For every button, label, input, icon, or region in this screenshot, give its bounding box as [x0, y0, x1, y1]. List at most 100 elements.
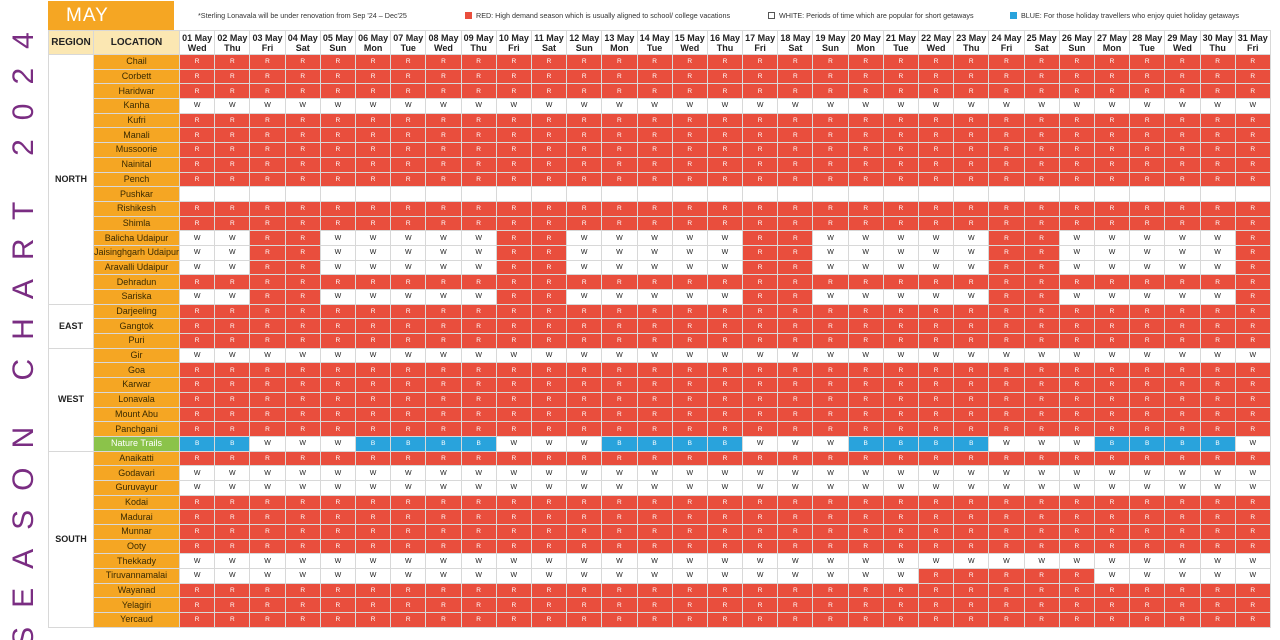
season-cell: R: [1023, 494, 1060, 511]
season-cell: R: [917, 597, 955, 614]
day-weekday: Sat: [295, 42, 310, 53]
season-cell: R: [917, 156, 955, 173]
season-cell: R: [460, 171, 497, 188]
season-cell: R: [249, 83, 286, 100]
region-label: WEST: [48, 347, 94, 452]
season-cell: R: [706, 494, 744, 511]
season-cell: R: [777, 406, 814, 423]
season-cell: R: [847, 509, 884, 525]
season-cell: R: [671, 450, 708, 467]
season-cell: R: [953, 362, 990, 379]
season-cell: R: [566, 215, 603, 232]
season-cell: R: [319, 83, 357, 100]
season-cell: R: [988, 68, 1025, 85]
day-weekday: Thu: [1209, 42, 1226, 53]
season-cell: R: [812, 156, 849, 173]
season-cell: R: [636, 142, 673, 158]
season-cell: R: [319, 318, 357, 335]
season-cell: R: [917, 274, 955, 290]
season-cell: R: [1093, 450, 1131, 467]
season-cell: R: [777, 612, 814, 628]
season-cell: R: [847, 494, 884, 511]
season-cell: W: [390, 347, 427, 364]
season-cell: R: [460, 274, 497, 290]
season-cell: R: [742, 391, 779, 408]
season-cell: R: [953, 68, 990, 85]
season-cell: W: [671, 98, 708, 114]
season-cell: R: [706, 450, 744, 467]
table-row: Jaisinghgarh Udaipur W W R R W W W W W R R W W W W W R R W W…: [49, 244, 1271, 261]
season-cell: R: [425, 406, 462, 423]
legend-text-white: WHITE: Periods of time which are popular…: [779, 11, 974, 20]
season-cell: R: [1058, 303, 1095, 320]
season-cell: R: [742, 421, 779, 437]
season-cell: W: [671, 230, 708, 246]
day-header: 15 May Wed: [671, 30, 708, 55]
season-cell: R: [1058, 215, 1095, 232]
season-cell: R: [284, 54, 321, 70]
season-cell: R: [1129, 274, 1166, 290]
season-cell: R: [777, 494, 814, 511]
season-cell: W: [425, 479, 462, 496]
season-cell: R: [1129, 597, 1166, 614]
season-cell: R: [988, 362, 1025, 379]
season-cell: R: [812, 200, 849, 217]
season-cell: R: [601, 318, 638, 335]
season-cell: R: [179, 156, 216, 173]
location-label: Kanha: [92, 98, 181, 114]
season-cell: [319, 186, 357, 202]
season-cell: R: [847, 318, 884, 335]
season-cell: W: [354, 347, 392, 364]
season-cell: W: [812, 465, 849, 481]
season-cell: R: [460, 391, 497, 408]
season-cell: R: [953, 421, 990, 437]
season-cell: R: [1199, 83, 1236, 100]
season-cell: R: [354, 494, 392, 511]
season-cell: R: [1093, 377, 1131, 393]
table-row: Tiruvannamalai W W W W W W W W W W W W W W W W W W W W W R R R R R…: [49, 568, 1271, 584]
season-cell: R: [777, 597, 814, 614]
season-cell: R: [988, 421, 1025, 437]
season-cell: W: [1199, 568, 1236, 584]
season-cell: R: [425, 524, 462, 540]
season-cell: R: [530, 200, 568, 217]
season-cell: R: [495, 538, 532, 555]
season-cell: R: [249, 582, 286, 599]
season-cell: W: [1129, 259, 1166, 276]
location-label: Tiruvannamalai: [92, 568, 181, 584]
season-cell: R: [1199, 524, 1236, 540]
season-cell: R: [495, 391, 532, 408]
season-cell: R: [354, 171, 392, 188]
season-cell: R: [1093, 274, 1131, 290]
day-weekday: Wed: [1172, 42, 1192, 53]
season-cell: B: [917, 435, 955, 452]
season-cell: R: [636, 303, 673, 320]
day-header: 22 May Wed: [917, 30, 955, 55]
season-cell: W: [671, 244, 708, 261]
season-cell: W: [214, 289, 251, 305]
day-weekday: Fri: [508, 42, 520, 53]
season-cell: R: [742, 274, 779, 290]
season-cell: R: [777, 362, 814, 379]
location-label: Munnar: [92, 524, 181, 540]
season-cell: R: [284, 289, 321, 305]
season-cell: R: [636, 450, 673, 467]
season-cell: R: [988, 377, 1025, 393]
season-cell: R: [425, 494, 462, 511]
season-cell: R: [742, 68, 779, 85]
season-cell: R: [425, 142, 462, 158]
legend-note: *Sterling Lonavala will be under renovat…: [198, 11, 407, 20]
season-cell: R: [988, 303, 1025, 320]
season-cell: R: [601, 494, 638, 511]
location-label: Gir: [92, 347, 181, 364]
season-cell: R: [671, 68, 708, 85]
season-cell: R: [566, 127, 603, 144]
season-cell: W: [214, 259, 251, 276]
season-cell: R: [882, 333, 920, 349]
season-cell: W: [812, 479, 849, 496]
season-cell: R: [953, 112, 990, 129]
season-cell: R: [601, 406, 638, 423]
season-cell: R: [812, 54, 849, 70]
season-cell: R: [988, 171, 1025, 188]
season-cell: W: [742, 568, 779, 584]
